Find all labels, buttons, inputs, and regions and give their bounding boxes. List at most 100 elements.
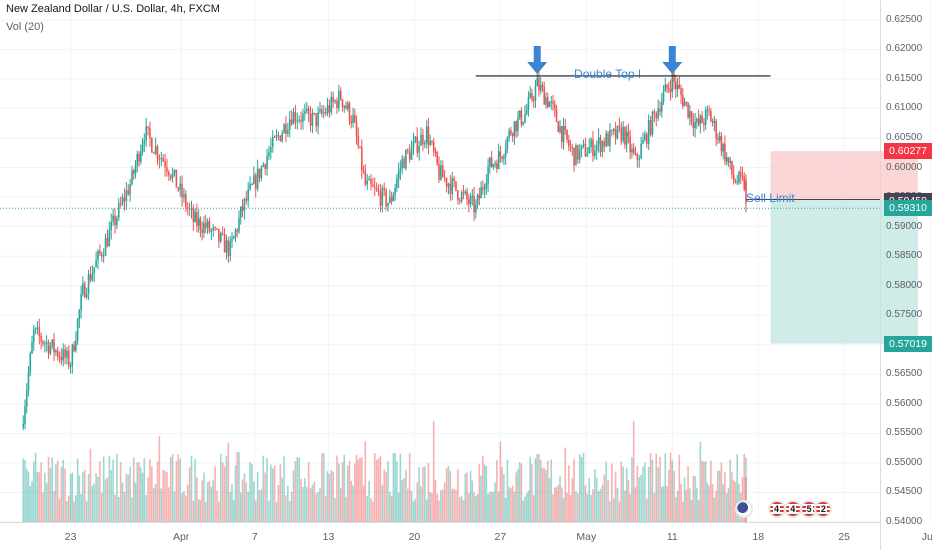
candle-body <box>690 111 693 122</box>
candle-body <box>605 133 607 147</box>
candle-body <box>134 165 137 174</box>
candle-body <box>162 158 164 162</box>
volume-bar <box>517 468 519 522</box>
price-tick-label: 0.60500 <box>886 131 923 143</box>
candle-body <box>32 329 35 343</box>
volume-bar <box>204 501 207 522</box>
volume-indicator-label[interactable]: Vol (20) <box>6 21 44 33</box>
volume-bar <box>241 479 244 522</box>
volume-bar <box>594 469 596 522</box>
volume-bar <box>478 463 481 522</box>
time-tick-label: 7 <box>251 531 258 543</box>
us-flag-icon[interactable]: 2 <box>814 500 833 518</box>
volume-bar <box>432 421 435 522</box>
us-flag-icon[interactable]: 4 <box>767 500 786 518</box>
volume-bar <box>676 491 679 522</box>
candle-body <box>221 233 224 235</box>
candle-body <box>655 113 658 119</box>
volume-bar <box>258 490 261 522</box>
volume-bar <box>496 460 498 522</box>
volume-bar <box>253 481 255 522</box>
volume-bar <box>531 464 533 522</box>
candle-body <box>114 215 116 226</box>
volume-bar <box>42 492 44 522</box>
volume-bar <box>151 466 153 522</box>
candle-body <box>403 158 405 169</box>
candle-body <box>67 350 70 367</box>
candle-body <box>538 77 540 91</box>
volume-bar <box>666 486 668 522</box>
candle-body <box>357 136 360 147</box>
candle-body <box>353 115 356 123</box>
australia-flag-icon[interactable] <box>734 500 753 518</box>
volume-bar <box>168 487 170 522</box>
volume-bar <box>334 497 336 522</box>
volume-bar <box>441 489 444 522</box>
candle-body <box>75 340 77 351</box>
candle-body <box>496 163 498 169</box>
sell-limit-annotation[interactable]: Sell Limit <box>745 191 795 206</box>
candle-body <box>201 229 203 233</box>
volume-bar <box>741 476 744 522</box>
candle-body <box>401 158 403 169</box>
down-arrow-icon[interactable] <box>527 45 548 74</box>
candle-body <box>372 184 374 187</box>
volume-bar <box>229 492 232 522</box>
volume-bar <box>352 485 354 522</box>
volume-bar <box>396 461 398 522</box>
volume-bar <box>100 492 103 522</box>
volume-bar <box>251 463 253 522</box>
candle-body <box>471 195 474 197</box>
candle-body <box>580 145 583 150</box>
take-profit-zone[interactable] <box>770 199 918 344</box>
candle-body <box>694 121 696 129</box>
time-tick-label: 25 <box>838 531 851 543</box>
candle-body <box>687 102 689 118</box>
candle-body <box>559 126 561 133</box>
volume-bar <box>368 480 370 522</box>
candle-body <box>218 229 220 242</box>
volume-bar <box>586 493 589 522</box>
candle-body <box>492 164 495 167</box>
volume-bar <box>469 470 472 522</box>
candle-body <box>22 424 25 428</box>
volume-bar <box>285 495 287 522</box>
volume-bar <box>247 491 249 522</box>
candle-body <box>718 136 721 141</box>
volume-bar <box>506 459 509 522</box>
stop-loss-zone[interactable] <box>770 151 918 200</box>
candle-body <box>611 130 613 132</box>
volume-bar <box>416 482 419 522</box>
candle-body <box>262 164 265 167</box>
candle-body <box>468 199 470 204</box>
event-count-label: 2 <box>819 504 827 514</box>
candle-body <box>260 166 263 179</box>
candle-body <box>513 121 516 137</box>
double-top-annotation[interactable]: Double Top ! <box>574 66 642 81</box>
candle-body <box>31 342 33 354</box>
candle-body <box>564 126 567 130</box>
candle-body <box>425 126 428 143</box>
down-arrow-icon[interactable] <box>662 45 683 74</box>
volume-bar <box>539 459 542 522</box>
candle-body <box>696 119 698 122</box>
candle-body <box>506 137 509 150</box>
volume-bar <box>355 454 358 522</box>
candle-body <box>192 208 195 222</box>
volume-bar <box>131 497 133 522</box>
volume-bar <box>447 465 450 522</box>
candle-body <box>179 183 181 190</box>
event-count-label: 5 <box>805 504 813 514</box>
volume-bar <box>279 464 282 522</box>
candle-body <box>47 342 50 354</box>
volume-bar <box>345 496 347 522</box>
volume-bar <box>480 475 482 522</box>
volume-bar <box>627 479 630 522</box>
volume-bar <box>116 453 118 522</box>
volume-bar <box>692 475 695 522</box>
volume-bar <box>632 421 635 522</box>
volume-bar <box>438 500 440 522</box>
candle-body <box>501 156 503 159</box>
